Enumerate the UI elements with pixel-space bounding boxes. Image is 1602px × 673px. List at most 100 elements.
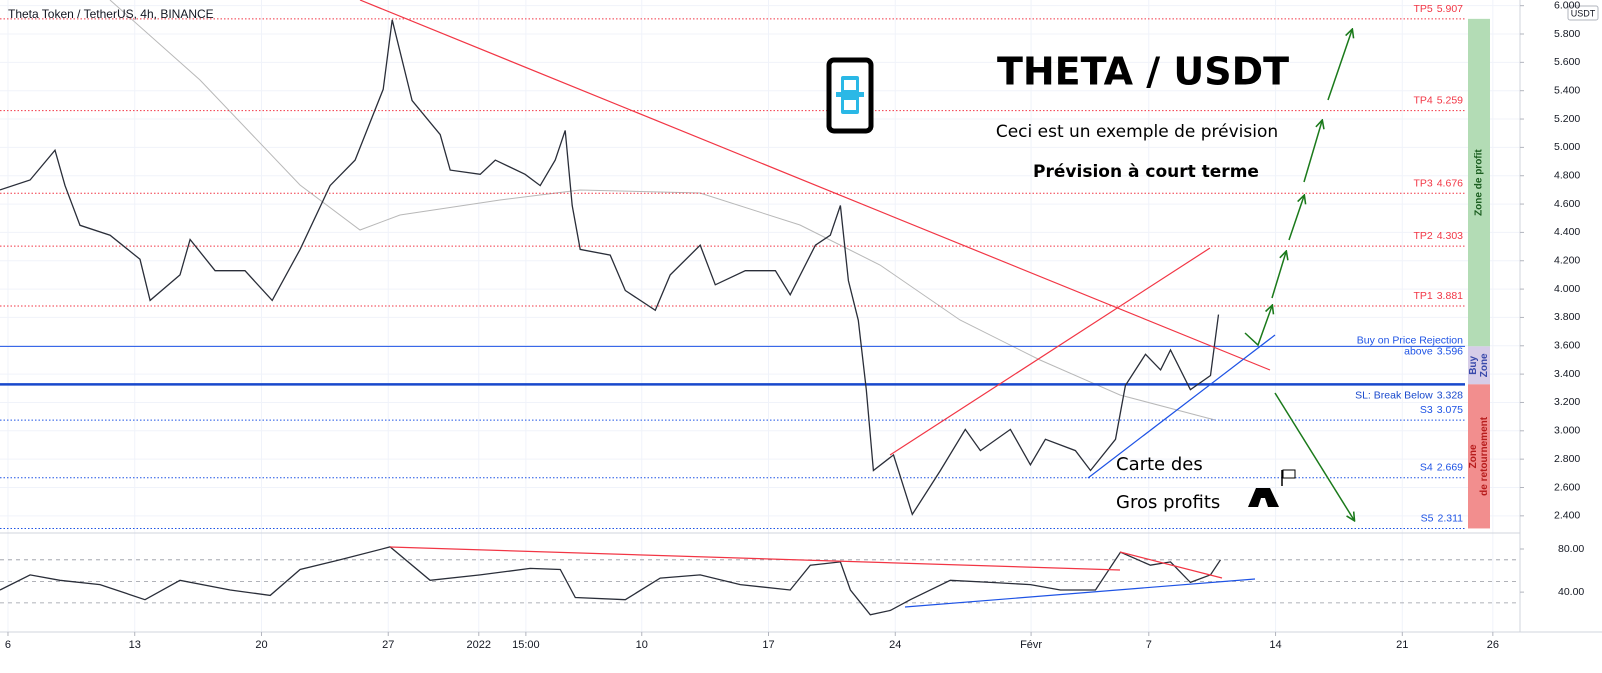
y-tick-label: 5.400 (1554, 84, 1580, 96)
note: Carte des (1116, 454, 1203, 475)
level-name: TP4 (1413, 94, 1432, 106)
x-tick-label: 26 (1487, 639, 1499, 651)
level-label: S5 2.311 (1421, 512, 1464, 524)
level-label: above 3.596 (1404, 345, 1463, 357)
y-tick-label: 4.000 (1554, 283, 1580, 295)
level-name: SL: Break Below (1355, 389, 1433, 401)
note: Gros profits (1116, 492, 1220, 513)
road-icon (1248, 469, 1296, 507)
note: Ceci est un exemple de prévision (996, 122, 1278, 142)
level-label: TP5 5.907 (1413, 3, 1463, 15)
arrow (1244, 306, 1272, 347)
y-tick-label: 5.000 (1554, 141, 1580, 153)
level-label: S3 3.075 (1420, 404, 1463, 416)
level-name: TP3 (1413, 177, 1432, 189)
price-line (0, 546, 1222, 616)
level-label: SL: Break Below 3.328 (1355, 389, 1463, 401)
levels: TP5 5.907 TP4 5.259 TP3 4.676 TP2 4.303 TP1 3.881… (0, 3, 1490, 529)
level-value: 5.907 (1437, 3, 1463, 15)
arrow (1288, 196, 1304, 241)
y-tick-label: 3.400 (1554, 368, 1580, 380)
y-tick-label: 2.400 (1554, 510, 1580, 522)
price-axis (1520, 0, 1602, 673)
level-value: 2.669 (1437, 461, 1463, 473)
zone (1468, 384, 1490, 529)
flag (1282, 469, 1296, 479)
road (1248, 488, 1279, 507)
level-value: 2.311 (1438, 512, 1464, 524)
logo-mark (844, 100, 856, 110)
level-label: TP2 4.303 (1413, 230, 1463, 242)
zone-label: Zone (1468, 444, 1479, 468)
logo-mark (836, 92, 864, 97)
x-tick-label: 10 (636, 639, 648, 651)
y-tick-label: 4.600 (1554, 198, 1580, 210)
level-value: 3.328 (1437, 389, 1463, 401)
theta-logo (826, 57, 874, 134)
zone (1468, 346, 1490, 385)
arrow (1274, 392, 1354, 520)
x-tick-label: 6 (5, 639, 11, 651)
level-label: TP1 3.881 (1413, 290, 1463, 302)
x-tick-label: Févr (1020, 639, 1042, 651)
arrow (1303, 121, 1322, 183)
y-tick-label: 4.200 (1554, 255, 1580, 267)
level-name: S3 (1420, 404, 1433, 416)
level-value: 3.075 (1437, 404, 1463, 416)
level-value: 3.596 (1437, 345, 1463, 357)
level-name: TP2 (1413, 230, 1432, 242)
trend-line (889, 247, 1211, 456)
y-tick-label: 2.800 (1554, 453, 1580, 465)
trend-line (359, 0, 1271, 371)
level-value: 3.881 (1437, 290, 1463, 302)
x-tick-label: 20 (255, 639, 267, 651)
price-line (0, 19, 1220, 516)
y-tick-label: 5.800 (1554, 28, 1580, 40)
arrow (1271, 252, 1286, 299)
price-pane (0, 19, 1220, 516)
x-tick-label: 15:00 (512, 639, 540, 651)
y-tick-label: 3.200 (1554, 396, 1580, 408)
zone-label: Buy (1468, 355, 1479, 374)
level-name: Buy on Price Rejection (1357, 334, 1463, 346)
unit-label: USDT (1571, 8, 1596, 18)
axes: 2.400 2.600 2.800 3.000 3.200 3.400 3.600 3.800… (5, 0, 1585, 651)
x-tick-label: 2022 (467, 639, 491, 651)
grid (0, 0, 1520, 632)
x-tick-label: 7 (1146, 639, 1152, 651)
x-tick-label: 21 (1396, 639, 1408, 651)
forecast-arrows (1244, 30, 1354, 520)
x-tick-label: 24 (889, 639, 901, 651)
unit-box (1567, 5, 1599, 21)
zone-label: Zone (1479, 353, 1490, 377)
level-label: TP3 4.676 (1413, 177, 1463, 189)
x-tick-label: 14 (1269, 639, 1281, 651)
y-tick-label: 80.00 (1558, 543, 1584, 555)
heading: THETA / USDT (997, 50, 1289, 94)
level-value: 4.303 (1437, 230, 1463, 242)
y-tick-label: 3.000 (1554, 425, 1580, 437)
zone (1468, 18, 1490, 347)
y-tick-label: 4.400 (1554, 226, 1580, 238)
trend-line (904, 578, 1256, 608)
level-label: Buy on Price Rejection (1357, 334, 1463, 346)
level-value: 5.259 (1437, 94, 1463, 106)
arrow (1327, 30, 1352, 101)
y-tick-label: 2.600 (1554, 481, 1580, 493)
moving-average (109, 0, 1216, 421)
y-tick-label: 5.200 (1554, 113, 1580, 125)
y-tick-label: 3.800 (1554, 311, 1580, 323)
level-name: TP1 (1413, 290, 1432, 302)
y-tick-label: 4.800 (1554, 170, 1580, 182)
zone-label: Zone de profit (1474, 149, 1485, 216)
y-tick-label: 5.600 (1554, 56, 1580, 68)
y-tick-label: 40.00 (1558, 586, 1584, 598)
trend-line (389, 546, 1121, 571)
x-tick-label: 17 (762, 639, 774, 651)
level-name: S4 (1420, 461, 1433, 473)
level-label: TP4 5.259 (1413, 94, 1463, 106)
zone-label: de retournement (1479, 416, 1490, 496)
note: Prévision à court terme (1033, 162, 1259, 182)
